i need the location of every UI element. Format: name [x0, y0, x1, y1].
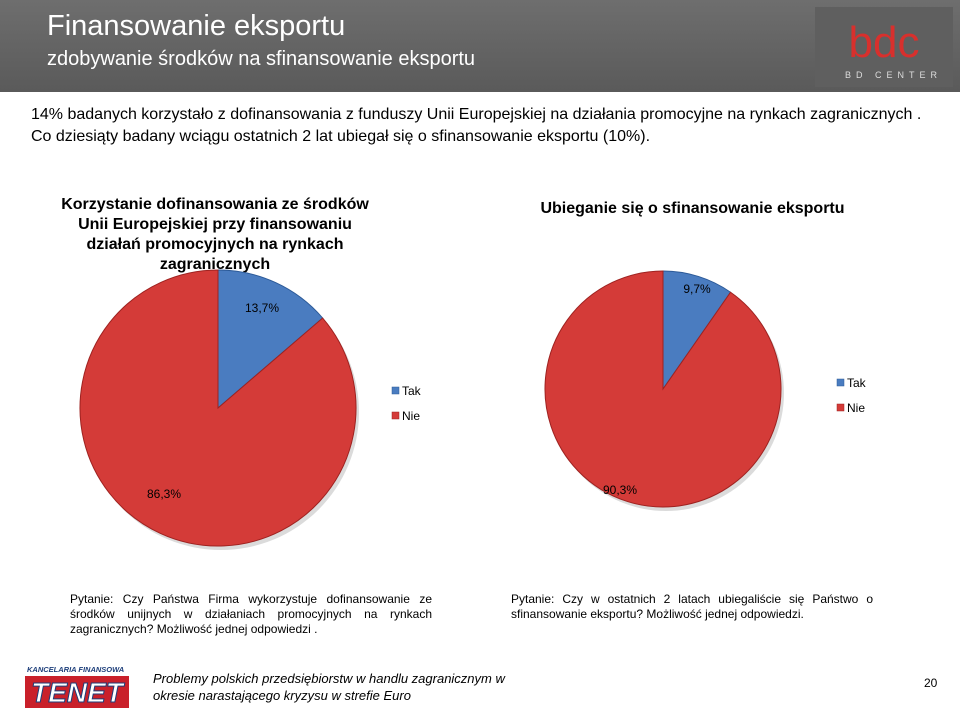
- pie-1-label-tak: 13,7%: [245, 301, 279, 315]
- bdc-logo-text: BD CENTER: [845, 70, 943, 80]
- chart-2-title: Ubieganie się o sfinansowanie eksportu: [540, 200, 845, 217]
- pie-2-slice-nie: [544, 270, 782, 508]
- tenet-logo-main: TENET: [31, 677, 126, 708]
- header-bar: Finansowanie eksportu zdobywanie środków…: [0, 0, 960, 92]
- pie-2-label-tak: 9,7%: [683, 282, 711, 296]
- legend-1-swatch-nie: [391, 411, 400, 420]
- tenet-logo: KANCELARIA FINANSOWA TENET: [23, 664, 133, 710]
- legend-1-swatch-tak: [391, 386, 400, 395]
- bdc-logo-mark: bdc: [849, 18, 920, 67]
- page-subtitle: zdobywanie środków na sfinansowanie eksp…: [47, 48, 476, 70]
- tenet-logo-top: KANCELARIA FINANSOWA: [27, 665, 124, 674]
- bdc-logo: bdc BD CENTER: [815, 7, 953, 87]
- legend-2-label-tak: Tak: [847, 376, 867, 390]
- legend-2-swatch-nie: [836, 403, 845, 412]
- question-1: Pytanie: Czy Państwa Firma wykorzystuje …: [70, 592, 432, 636]
- page-title: Finansowanie eksportu: [47, 10, 346, 42]
- pie-1-slice-tak: [217, 269, 324, 410]
- legend-2-label-nie: Nie: [847, 401, 865, 415]
- pie-1-label-nie: 86,3%: [147, 487, 181, 501]
- svg-text:bdc: bdc: [849, 18, 920, 67]
- pie-1-slice-nie: [79, 269, 357, 547]
- chart-1-title: Korzystanie dofinansowania ze środków Un…: [61, 196, 369, 273]
- pie-2-label-nie: 90,3%: [603, 483, 637, 497]
- footer-text: Problemy polskich przedsiębiorstw w hand…: [153, 671, 505, 703]
- question-2: Pytanie: Czy w ostatnich 2 latach ubiega…: [511, 592, 873, 621]
- page-number: 20: [924, 676, 938, 690]
- legend-2-swatch-tak: [836, 378, 845, 387]
- legend-1-label-tak: Tak: [402, 384, 422, 398]
- intro-line-2: Co dziesiąty badany wciągu ostatnich 2 l…: [31, 128, 651, 145]
- intro-text: 14% badanych korzystało z dofinansowania…: [31, 104, 931, 148]
- legend-1-label-nie: Nie: [402, 409, 420, 423]
- intro-line-1: 14% badanych korzystało z dofinansowania…: [31, 106, 922, 123]
